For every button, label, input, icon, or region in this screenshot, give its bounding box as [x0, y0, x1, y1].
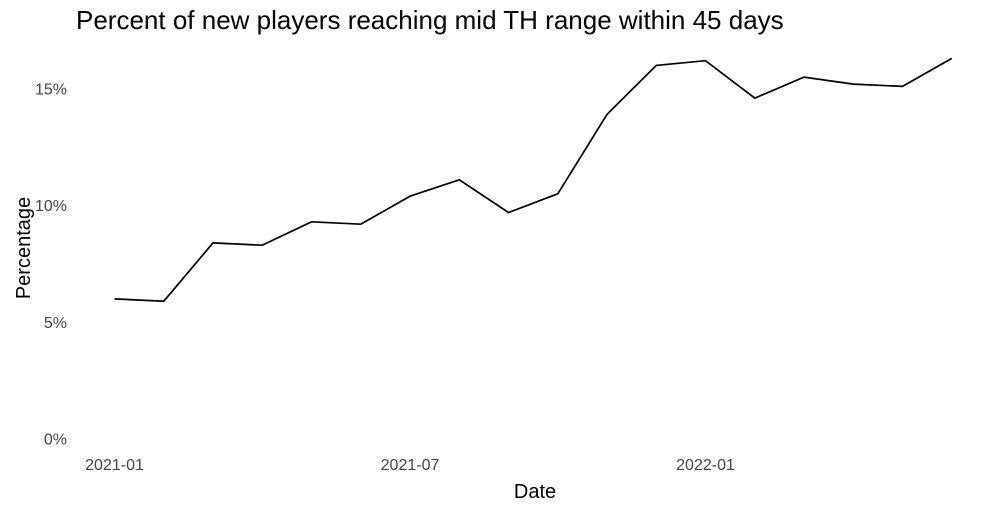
- y-tick-label: 15%: [35, 81, 67, 98]
- x-tick-label: 2021-07: [381, 457, 440, 474]
- series-line: [114, 57, 953, 303]
- x-tick-label: 2021-01: [85, 457, 144, 474]
- y-tick-label: 10%: [35, 198, 67, 215]
- x-axis-label: Date: [513, 481, 557, 503]
- chart-title: Percent of new players reaching mid TH r…: [76, 5, 784, 35]
- x-tick-label: 2022-01: [676, 457, 735, 474]
- y-tick-label: 0%: [44, 432, 67, 449]
- y-tick-label: 5%: [44, 315, 67, 332]
